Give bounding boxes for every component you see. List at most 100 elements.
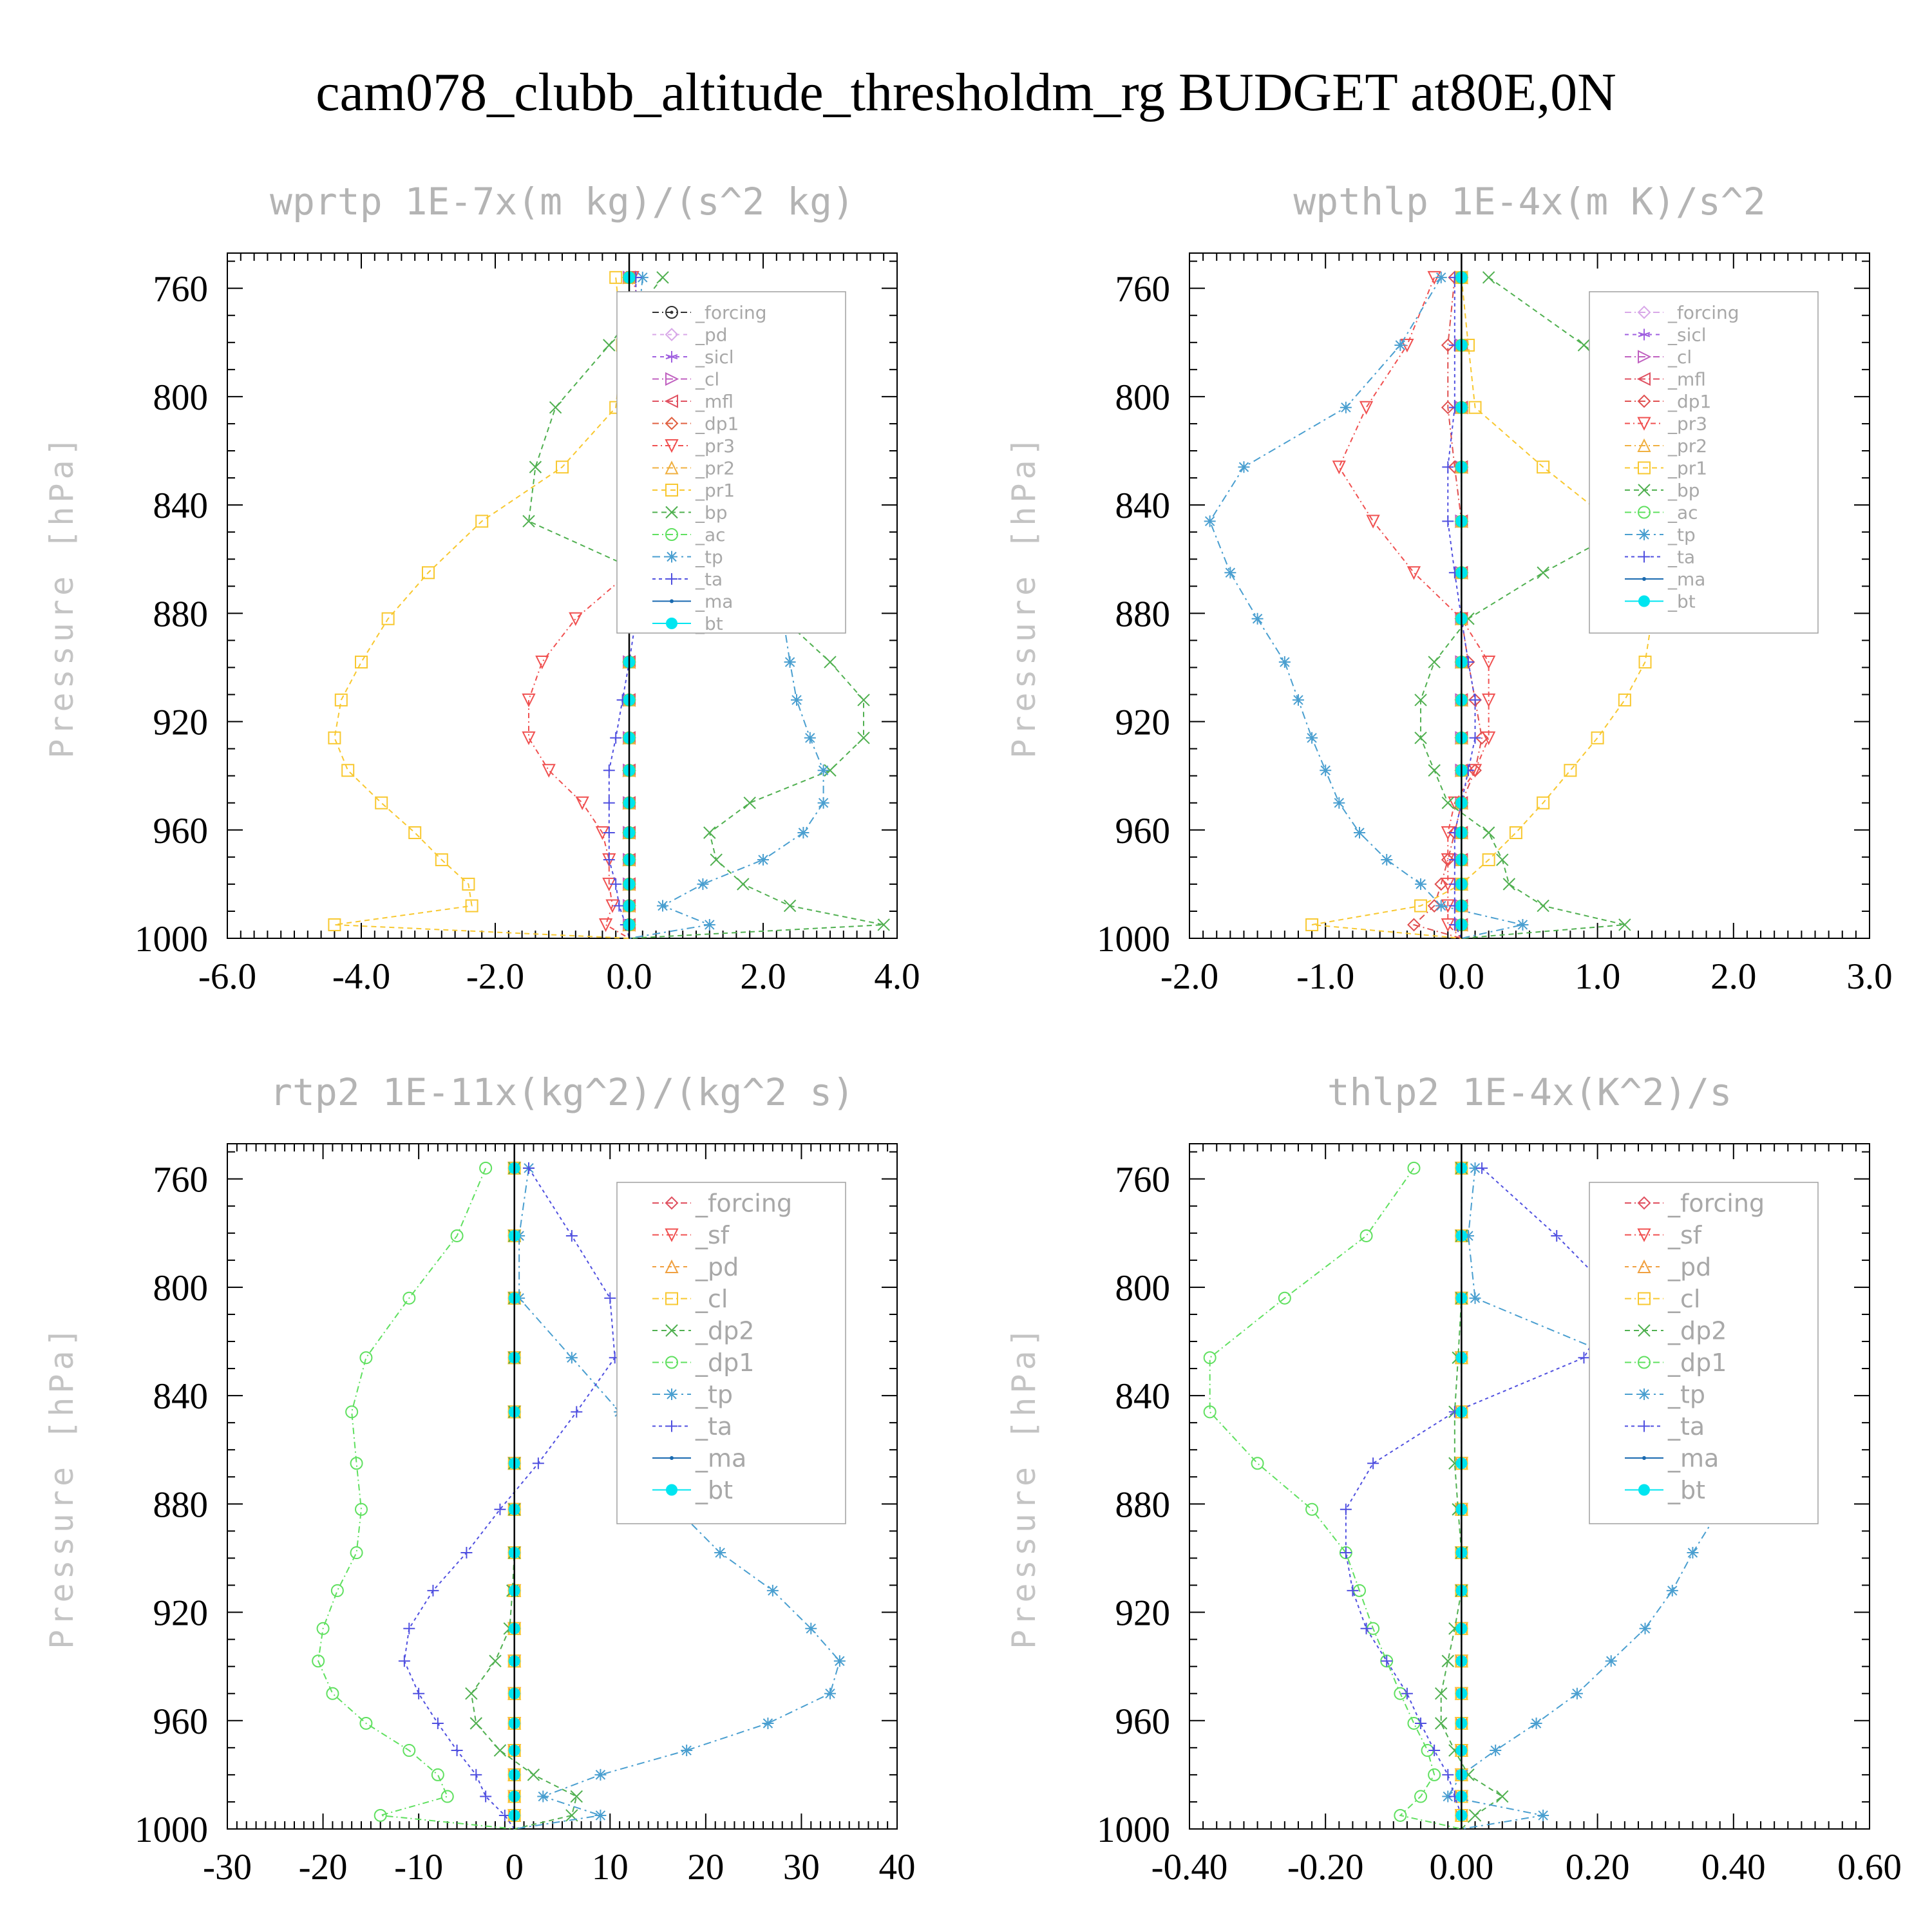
data-point — [316, 1622, 330, 1635]
x-tick-label: 0.0 — [1439, 956, 1484, 997]
data-point — [817, 764, 829, 777]
legend-marker — [1638, 1484, 1650, 1496]
data-point — [1482, 731, 1496, 746]
data-point — [1394, 1808, 1407, 1822]
data-point — [1427, 899, 1441, 913]
legend-marker — [1638, 595, 1650, 607]
series-tp — [1204, 271, 1529, 939]
x-tick-label: 20 — [687, 1847, 724, 1888]
legend-marker — [1638, 350, 1652, 364]
data-point — [350, 1546, 363, 1560]
legend-item: _ac — [652, 524, 726, 545]
data-point — [1578, 1352, 1590, 1364]
legend-label: _sicl — [695, 346, 734, 368]
y-tick-label: 960 — [153, 1701, 209, 1742]
x-tick-label: -10 — [394, 1847, 443, 1888]
y-tick-label: 920 — [1115, 1593, 1171, 1634]
data-point — [523, 1162, 535, 1174]
legend-marker — [1637, 1259, 1651, 1273]
legend-item: _bt — [652, 613, 723, 634]
data-point — [402, 1291, 416, 1305]
data-point — [565, 1352, 578, 1364]
legend-marker — [1637, 417, 1651, 431]
data-point — [1442, 1790, 1454, 1803]
data-point — [527, 1768, 540, 1781]
y-tick-label: 960 — [1115, 1701, 1171, 1742]
data-point — [1687, 1547, 1699, 1559]
data-point — [1618, 693, 1631, 706]
legend-marker — [1638, 551, 1650, 563]
legend-label: _ta — [1667, 546, 1695, 567]
data-point — [1468, 401, 1482, 414]
panel-1: wprtp 1E-7x(m kg)/(s^2 kg) Pressure [hPa]… — [43, 180, 920, 997]
data-point — [522, 731, 536, 746]
data-point — [1441, 338, 1455, 352]
data-point — [1537, 796, 1550, 810]
series-line — [403, 1168, 616, 1830]
x-tick-label: 3.0 — [1846, 956, 1892, 997]
data-point — [603, 339, 616, 352]
legend-marker — [1638, 1356, 1651, 1369]
x-tick-label: -0.20 — [1287, 1847, 1364, 1888]
legend-item: _pr3 — [652, 435, 735, 457]
legend-marker — [665, 439, 679, 453]
series-line — [1338, 277, 1490, 939]
data-point — [1537, 460, 1550, 474]
legend-item: _cl — [1625, 1285, 1700, 1313]
legend-marker-center — [670, 310, 674, 314]
y-tick-label: 920 — [153, 703, 209, 743]
data-point — [1394, 339, 1406, 351]
data-point — [1476, 1162, 1488, 1174]
y-tick-label: 1000 — [1097, 919, 1170, 960]
legend-box — [616, 291, 846, 634]
x-tick-label: 40 — [879, 1847, 916, 1888]
legend-label: _pr1 — [1667, 457, 1707, 478]
series-pr3 — [1332, 270, 1496, 939]
data-point — [1320, 764, 1332, 777]
legend-item: _dp1 — [1625, 391, 1711, 412]
legend-marker — [1638, 461, 1651, 475]
data-point — [603, 854, 615, 866]
y-tick-label: 1000 — [1097, 1810, 1170, 1850]
data-point — [494, 1503, 506, 1515]
legend-item: _dp1 — [652, 413, 739, 434]
data-point — [1354, 826, 1365, 838]
legend-item: _bp — [1625, 480, 1700, 501]
data-point — [1639, 1622, 1651, 1634]
legend-label: _ma — [695, 591, 733, 612]
panel-title: rtp2 1E-11x(kg^2)/(kg^2 s) — [270, 1070, 855, 1114]
legend-marker — [665, 1292, 678, 1305]
y-tick-label: 880 — [1115, 1484, 1171, 1525]
legend-item: _ma — [1625, 569, 1705, 590]
series-dp1 — [1203, 1161, 1462, 1830]
data-point — [451, 1745, 463, 1757]
data-point — [549, 401, 562, 414]
legend-item: _sicl — [1625, 324, 1707, 345]
data-point — [1224, 567, 1236, 579]
series-dp1 — [312, 1161, 515, 1830]
x-tick-label: -20 — [299, 1847, 348, 1888]
data-point — [1278, 656, 1291, 668]
series-line — [514, 1168, 840, 1830]
data-point — [1638, 656, 1652, 669]
data-point — [475, 515, 489, 528]
x-tick-label: 2.0 — [1710, 956, 1756, 997]
data-point — [537, 1790, 549, 1803]
legend-marker — [665, 506, 678, 519]
data-point — [1332, 460, 1346, 475]
legend-item: _ta — [652, 569, 723, 590]
y-axis-label: Pressure [hPa] — [43, 433, 80, 758]
legend-marker — [665, 328, 679, 341]
legend-label: _cl — [1667, 346, 1692, 368]
series-pr1 — [328, 270, 630, 939]
legend-marker — [1637, 394, 1651, 408]
data-point — [1442, 515, 1454, 527]
data-point — [783, 899, 797, 913]
legend-item: _tp — [1625, 1380, 1705, 1408]
legend-label: _cl — [695, 368, 719, 390]
data-point — [435, 853, 448, 867]
legend-item: _tp — [652, 546, 723, 567]
x-tick-label: 0.40 — [1701, 1847, 1766, 1888]
legend-label: _tp — [1667, 1380, 1705, 1408]
legend-box — [616, 1182, 846, 1524]
